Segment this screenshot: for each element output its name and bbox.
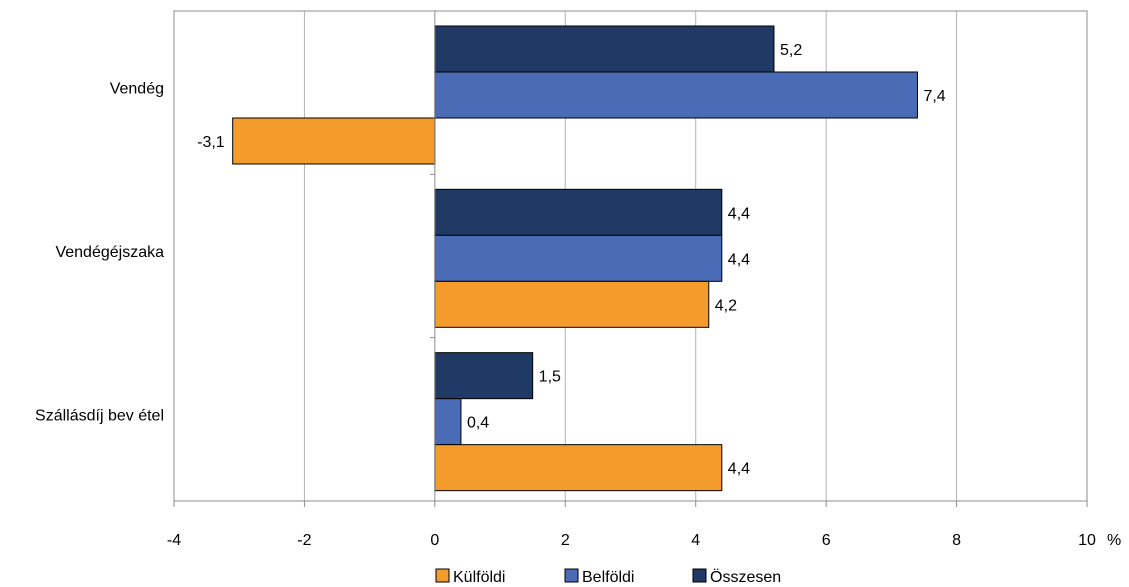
legend: Külföldi Belföldi Összesen	[435, 568, 781, 586]
x-tick-label: 0	[430, 532, 439, 549]
data-label: 0,4	[467, 415, 489, 432]
x-tick-label: 4	[691, 532, 700, 549]
data-label: 7,4	[923, 88, 945, 105]
data-label: 4,4	[728, 461, 750, 478]
x-tick-label: -4	[167, 532, 181, 549]
data-labels: 5,2 7,4 -3,1 4,4 4,4 4,2 1,5 0,4 4,4	[197, 42, 946, 478]
bar-osszesen-1	[434, 188, 723, 236]
bar-osszesen-2	[434, 352, 534, 400]
bar-belfoldi-2	[434, 398, 462, 446]
bar-kulfoldi-1	[434, 280, 710, 328]
legend-label: Belföldi	[582, 569, 634, 586]
data-label: 1,5	[539, 369, 561, 386]
legend-swatch	[692, 568, 707, 583]
x-tick-label: 10	[1078, 532, 1096, 549]
legend-swatch	[564, 568, 579, 583]
x-tick-labels: -4 -2 0 2 4 6 8 10	[167, 532, 1096, 549]
bars	[232, 25, 918, 492]
bar-belfoldi-1	[434, 234, 723, 282]
axes	[173, 10, 1088, 507]
data-label: 4,4	[728, 251, 750, 268]
bar-kulfoldi-0	[232, 117, 436, 165]
data-label: 5,2	[780, 42, 802, 59]
bar-osszesen-0	[434, 25, 775, 73]
bar-kulfoldi-2	[434, 444, 723, 492]
data-label: -3,1	[197, 134, 225, 151]
category-label: Vendég	[110, 81, 164, 98]
bar-belfoldi-0	[434, 71, 918, 119]
legend-label: Összesen	[710, 568, 781, 586]
legend-label: Külföldi	[453, 569, 505, 586]
data-label: 4,2	[715, 297, 737, 314]
category-labels: Vendég Vendégéjszaka Szállásdíj bev étel	[35, 81, 164, 425]
x-tick-label: 6	[822, 532, 831, 549]
x-tick-label: -2	[297, 532, 311, 549]
x-unit-label: %	[1107, 532, 1121, 549]
x-tick-label: 8	[952, 532, 961, 549]
category-label: Vendégéjszaka	[55, 244, 164, 261]
category-label: Szállásdíj bev étel	[35, 407, 164, 424]
legend-swatch	[435, 568, 450, 583]
data-label: 4,4	[728, 205, 750, 222]
x-tick-label: 2	[561, 532, 570, 549]
